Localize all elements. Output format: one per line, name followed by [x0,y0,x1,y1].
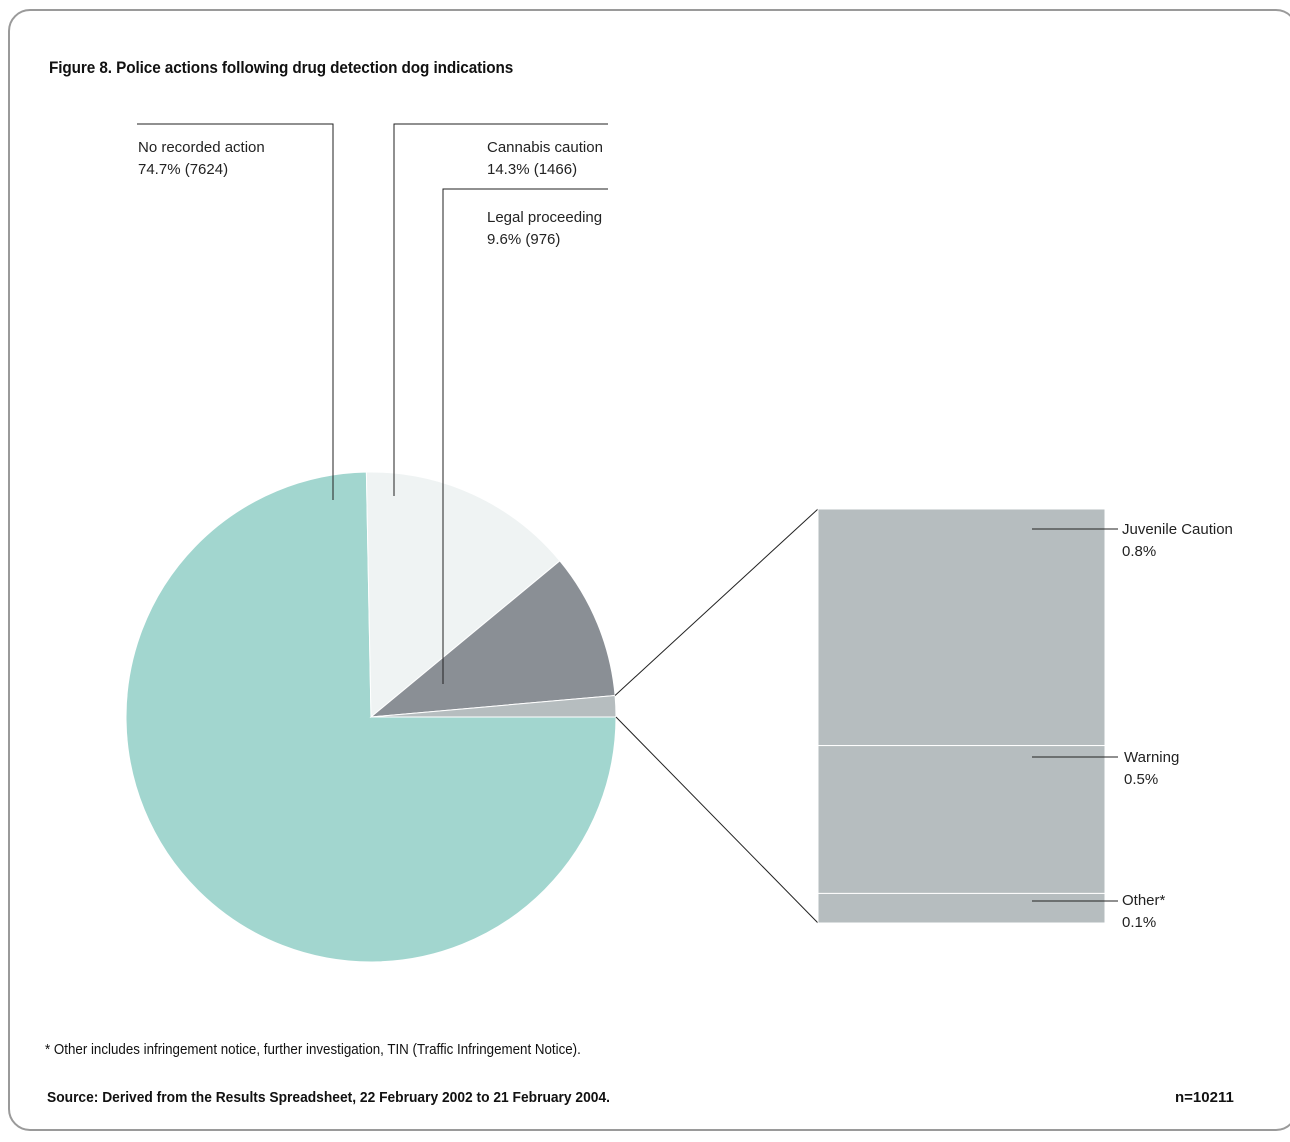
value-juvenile-caution: 0.8% [1122,543,1156,560]
value-other: 0.1% [1122,914,1156,931]
label-legal-proceeding: Legal proceeding [487,209,602,226]
pie-slice-cannabis-caution [365,471,561,719]
label-other: Other* [1122,892,1166,909]
chart-title: Figure 8. Police actions following drug … [49,58,514,77]
label-warning: Warning [1124,749,1179,766]
source-note: Source: Derived from the Results Spreads… [47,1089,610,1106]
leader-line-no-recorded-action [137,123,334,500]
connector-line-top [614,508,819,696]
pie-slice-legal-proceeding [369,560,616,718]
pie-slice-small-group [370,694,617,718]
bar-segment-warning [817,745,1106,894]
value-legal-proceeding: 9.6% (976) [487,231,560,248]
label-juvenile-caution: Juvenile Caution [1122,521,1233,538]
value-warning: 0.5% [1124,771,1158,788]
value-no-recorded-action: 74.7% (7624) [138,161,228,178]
value-cannabis-caution: 14.3% (1466) [487,161,577,178]
label-cannabis-caution: Cannabis caution [487,139,603,156]
bar-segment-other [817,892,1106,924]
leader-line-cannabis-caution [393,123,608,496]
sample-size: n=10211 [1175,1089,1234,1106]
footnote: * Other includes infringement notice, fu… [45,1042,581,1058]
connector-line-bottom [615,716,819,924]
bar-segment-juvenile-caution [817,508,1106,747]
label-no-recorded-action: No recorded action [138,139,265,156]
leader-line-legal-proceeding [442,188,608,684]
